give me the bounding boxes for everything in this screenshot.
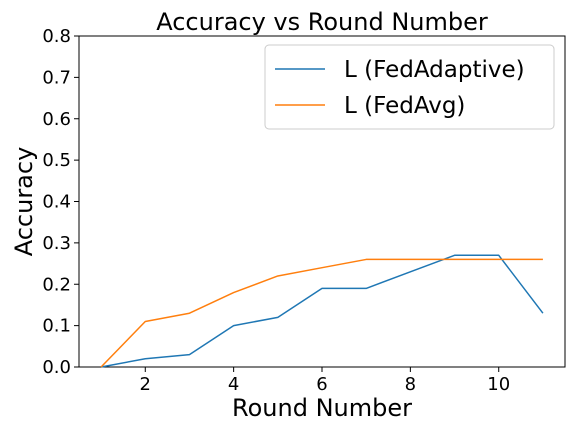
legend-items: L (FedAdaptive) L (FedAvg) (275, 57, 525, 119)
legend-box (264, 44, 555, 130)
x-axis-ticks: 2 4 6 8 10 (140, 367, 510, 395)
series-lines (100, 254, 544, 368)
x-tick-label: 8 (405, 374, 416, 395)
y-tick-label: 0.4 (42, 192, 71, 213)
x-tick-label: 10 (487, 374, 510, 395)
y-tick-label: 0.5 (42, 150, 71, 171)
legend-label-1: L (FedAdaptive) (344, 57, 525, 83)
x-tick-label: 4 (228, 374, 239, 395)
y-tick-label: 0.3 (42, 233, 71, 254)
x-tick-label: 6 (316, 374, 327, 395)
x-axis-label: Round Number (232, 394, 412, 422)
y-tick-label: 0.8 (42, 26, 71, 47)
x-tick-label: 2 (140, 374, 151, 395)
y-tick-label: 0.2 (42, 274, 71, 295)
y-axis-label: Accuracy (10, 147, 38, 257)
plot-area: 2 4 6 8 10 0.0 0.1 0.2 0.3 0.4 0.5 0.6 0.7 0.8 (42, 26, 566, 395)
chart-title: Accuracy vs Round Number (156, 8, 488, 36)
y-tick-label: 0.7 (42, 67, 71, 88)
legend: L (FedAdaptive) L (FedAvg) (264, 44, 555, 130)
legend-label-2: L (FedAvg) (344, 93, 465, 119)
y-tick-label: 0.6 (42, 109, 71, 130)
series-line-1 (100, 254, 544, 368)
y-tick-label: 0.0 (42, 357, 71, 378)
y-tick-label: 0.1 (42, 316, 71, 337)
y-axis-ticks: 0.0 0.1 0.2 0.3 0.4 0.5 0.6 0.7 0.8 (42, 26, 79, 378)
series-line-2 (100, 258, 543, 368)
